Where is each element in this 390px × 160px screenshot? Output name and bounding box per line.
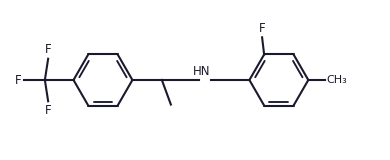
Text: F: F [45,104,51,117]
Text: CH₃: CH₃ [327,75,347,85]
Text: F: F [45,43,51,56]
Text: F: F [14,73,21,87]
Text: HN: HN [193,65,210,78]
Text: F: F [259,22,266,35]
